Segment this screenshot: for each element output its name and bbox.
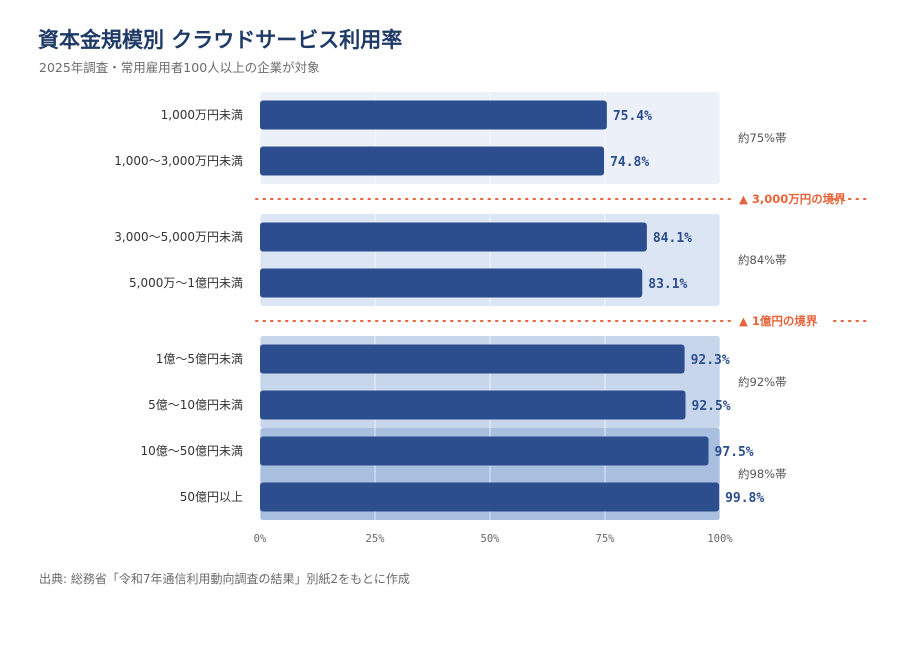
value-label: 97.5% — [715, 445, 754, 460]
category-label: 5億〜10億円未満 — [148, 398, 243, 412]
value-label: 92.5% — [692, 399, 731, 414]
category-label: 10億〜50億円未満 — [140, 444, 243, 458]
category-label: 3,000〜5,000万円未満 — [114, 230, 243, 244]
band-label: 約92%帯 — [738, 375, 787, 389]
bar — [260, 482, 720, 512]
value-label: 99.8% — [725, 491, 764, 506]
x-tick-label: 100% — [707, 533, 733, 545]
x-tick-label: 50% — [481, 533, 501, 545]
value-label: 84.1% — [653, 231, 692, 246]
band-label: 約75%帯 — [738, 131, 787, 145]
value-label: 83.1% — [648, 277, 687, 292]
source-note: 出典: 総務省「令和7年通信利用動向調査の結果」別紙2をもとに作成 — [39, 572, 410, 586]
threshold-label: ▲ 1億円の境界 — [739, 314, 818, 328]
x-tick-label: 75% — [596, 533, 616, 545]
chart-subtitle: 2025年調査・常用雇用者100人以上の企業が対象 — [39, 60, 320, 75]
band-label: 約98%帯 — [738, 467, 787, 481]
bar — [260, 268, 643, 298]
bar — [260, 344, 685, 374]
x-tick-label: 0% — [254, 533, 267, 545]
bar — [260, 100, 607, 130]
category-label: 50億円以上 — [180, 490, 243, 504]
value-label: 92.3% — [691, 353, 730, 368]
threshold-label: ▲ 3,000万円の境界 — [739, 192, 846, 206]
value-label: 75.4% — [613, 109, 652, 124]
bar — [260, 390, 686, 420]
category-label: 1億〜5億円未満 — [156, 352, 243, 366]
category-label: 1,000万円未満 — [161, 108, 243, 122]
category-label: 1,000〜3,000万円未満 — [114, 154, 243, 168]
bar — [260, 146, 605, 176]
band-label: 約84%帯 — [738, 253, 787, 267]
x-tick-label: 25% — [366, 533, 386, 545]
value-label: 74.8% — [610, 155, 649, 170]
category-label: 5,000万〜1億円未満 — [129, 276, 243, 290]
bar — [260, 436, 709, 466]
bar — [260, 222, 647, 252]
chart-title: 資本金規模別 クラウドサービス利用率 — [38, 28, 403, 52]
